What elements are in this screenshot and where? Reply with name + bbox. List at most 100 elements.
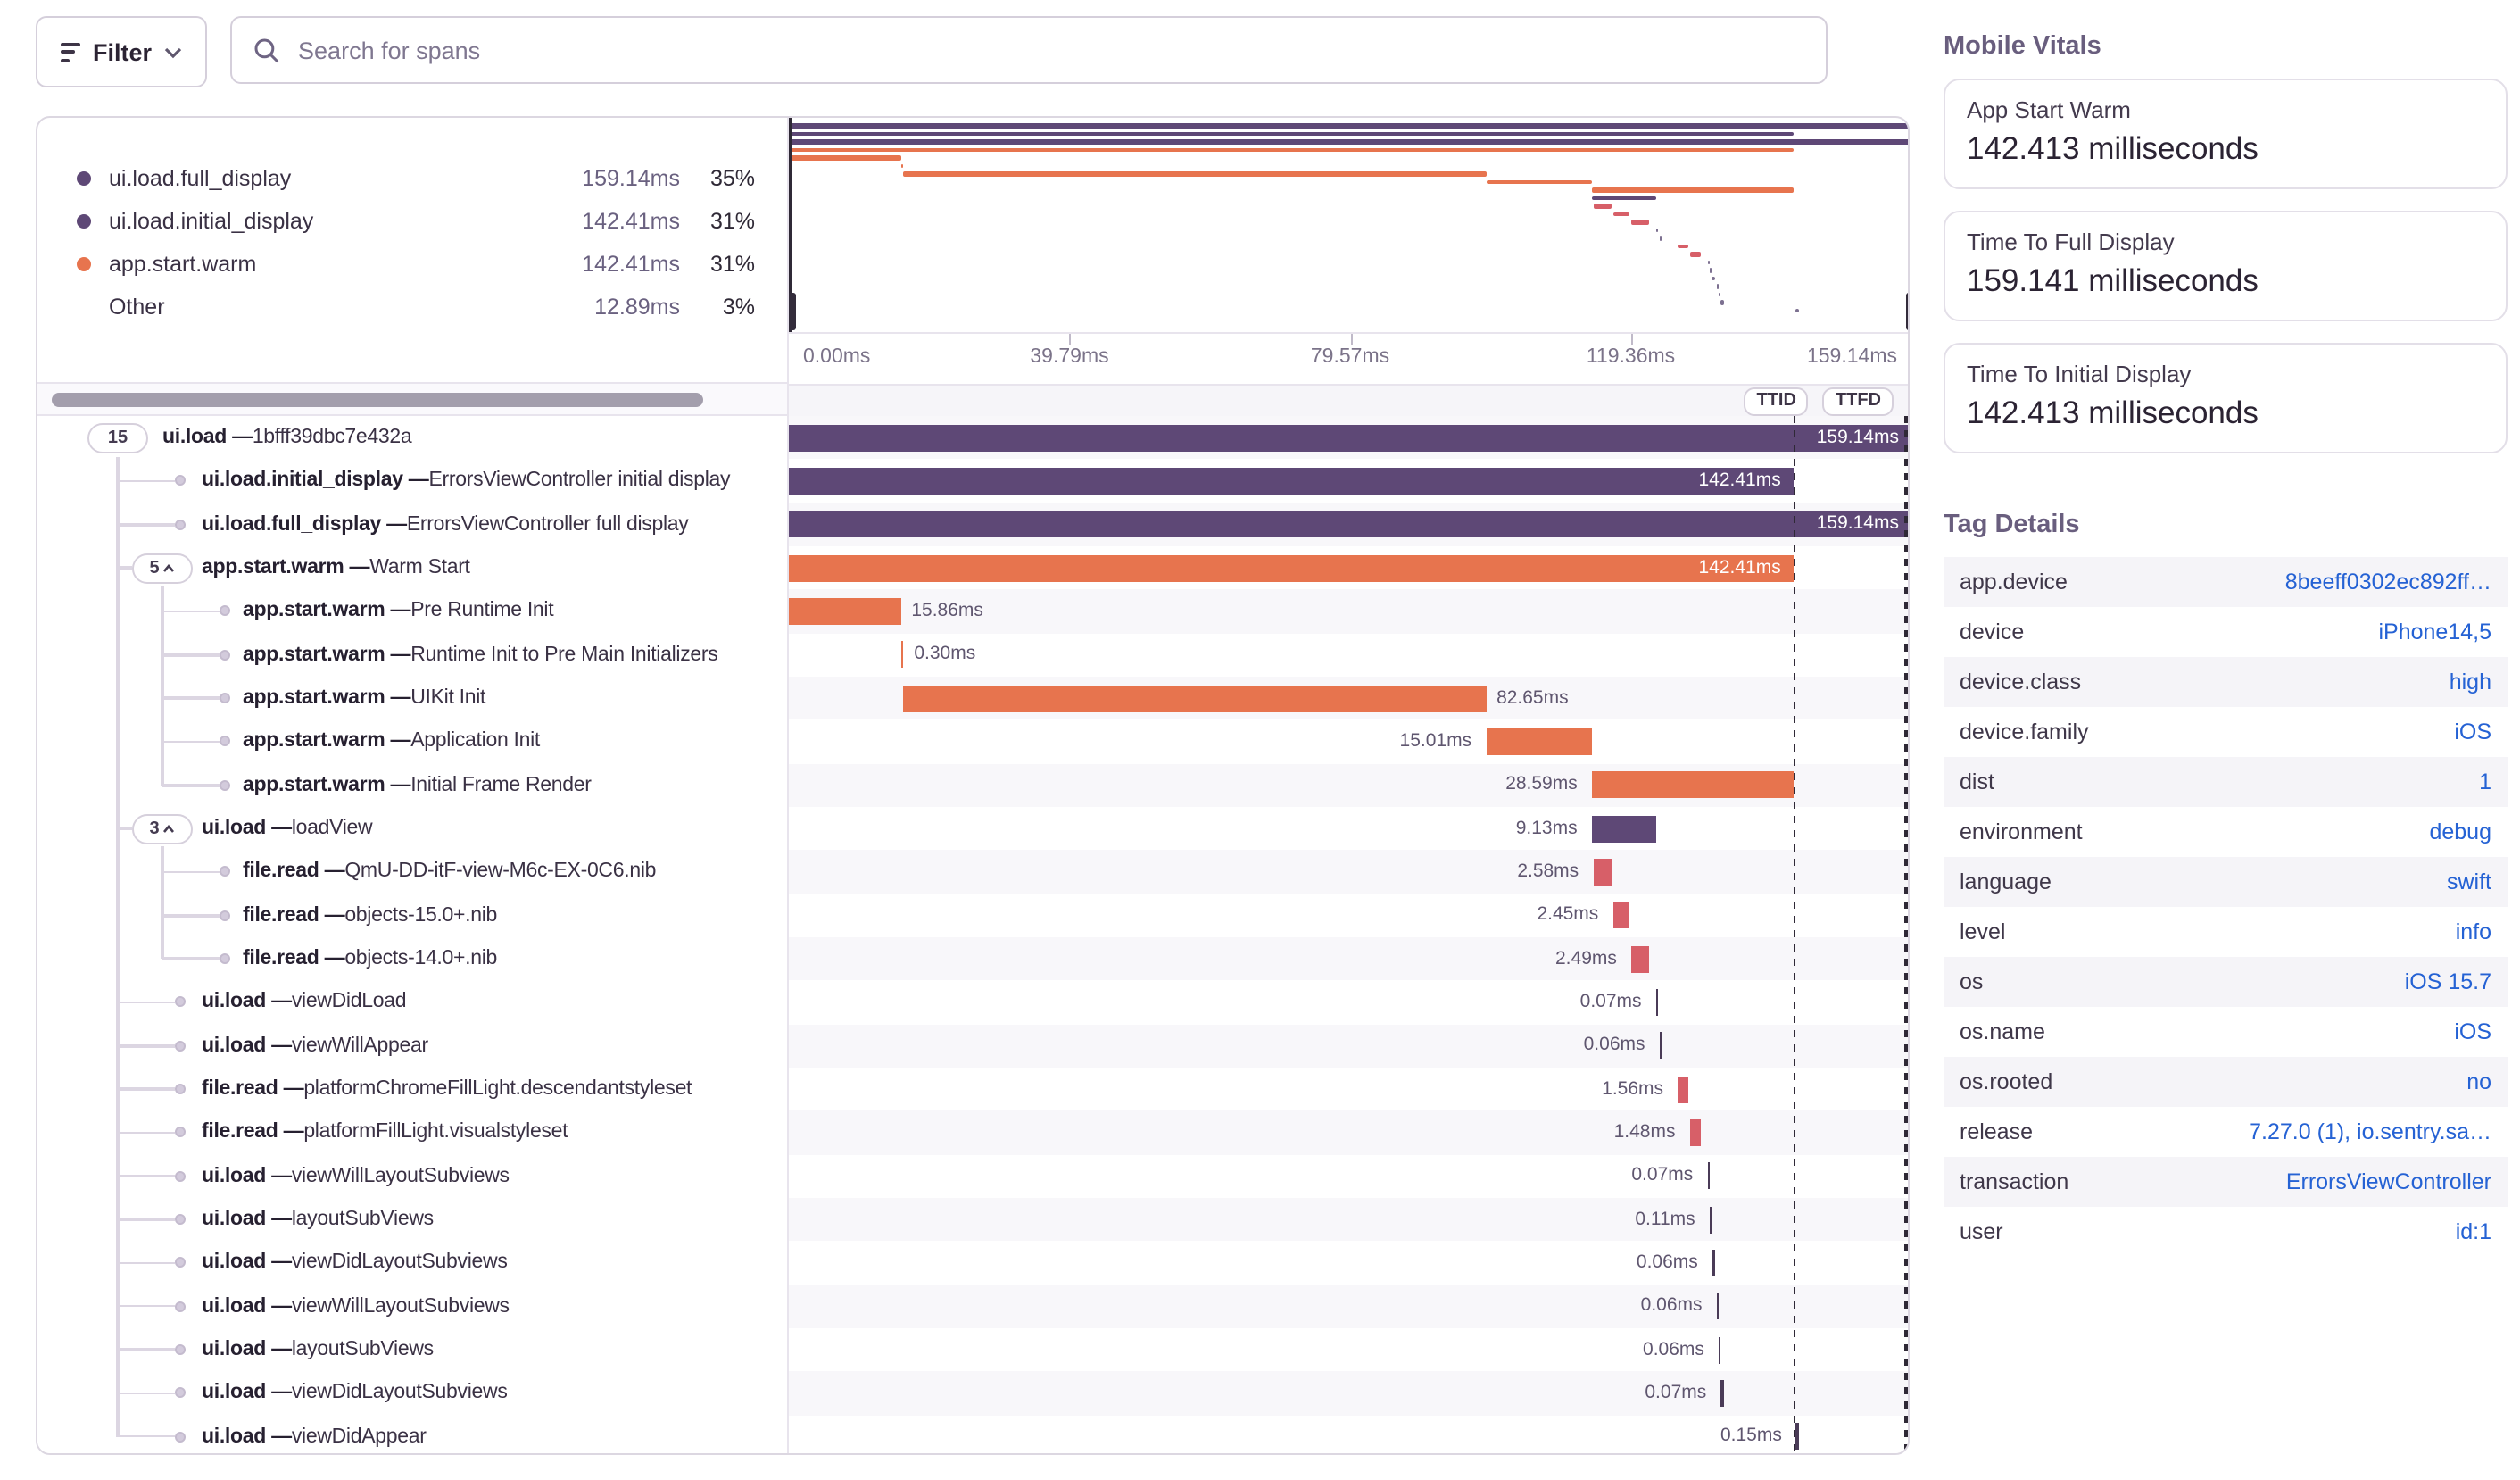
span-row[interactable]: 15 ui.load — 1bfff39dbc7e432a 159.14ms [37, 416, 1908, 460]
span-row[interactable]: ui.load.initial_display — ErrorsViewCont… [37, 459, 1908, 503]
span-duration-bar[interactable] [1716, 1293, 1720, 1320]
span-bar-cell[interactable]: 0.07ms [789, 1371, 1908, 1416]
span-count-badge[interactable]: 3 [132, 813, 193, 844]
span-bar-cell[interactable]: 0.07ms [789, 1154, 1908, 1198]
span-tree-cell[interactable]: app.start.warm — Runtime Init to Pre Mai… [37, 633, 789, 677]
span-row[interactable]: ui.load.full_display — ErrorsViewControl… [37, 503, 1908, 546]
span-bar-cell[interactable]: 0.06ms [789, 1024, 1908, 1068]
span-duration-bar[interactable] [1591, 815, 1656, 843]
span-tree-cell[interactable]: 15 ui.load — 1bfff39dbc7e432a [37, 416, 789, 460]
span-bar-cell[interactable]: 15.01ms [789, 719, 1908, 764]
span-tree-cell[interactable]: app.start.warm — Pre Runtime Init [37, 589, 789, 634]
span-duration-bar[interactable] [1593, 858, 1612, 886]
span-tree-cell[interactable]: ui.load — viewWillLayoutSubviews [37, 1154, 789, 1198]
span-duration-bar[interactable] [1612, 902, 1630, 929]
span-tree-cell[interactable]: 3 ui.load — loadView [37, 806, 789, 851]
span-tree-cell[interactable]: file.read — platformFillLight.visualstyl… [37, 1110, 789, 1155]
span-bar-cell[interactable]: 142.41ms [789, 545, 1908, 590]
span-count-badge[interactable]: 5 [132, 553, 193, 584]
tag-value-link[interactable]: 1 [2479, 769, 2491, 794]
tag-value-link[interactable]: 7.27.0 (1), io.sentry.sa… [2249, 1119, 2491, 1144]
span-bar-cell[interactable]: 0.06ms [789, 1241, 1908, 1285]
span-bar-cell[interactable]: 9.13ms [789, 806, 1908, 851]
span-bar-cell[interactable]: 0.15ms [789, 1415, 1908, 1453]
span-row[interactable]: app.start.warm — Pre Runtime Init 15.86ms [37, 589, 1908, 634]
span-tree-cell[interactable]: ui.load — viewDidAppear [37, 1415, 789, 1453]
span-tree-cell[interactable]: file.read — QmU-DD-itF-view-M6c-EX-0C6.n… [37, 850, 789, 894]
span-bar-cell[interactable]: 0.06ms [789, 1285, 1908, 1328]
tag-value-link[interactable]: iOS 15.7 [2404, 969, 2491, 994]
tag-value-link[interactable]: iOS [2454, 719, 2491, 744]
tag-value-link[interactable]: iOS [2454, 1019, 2491, 1044]
span-tree-cell[interactable]: app.start.warm — Initial Frame Render [37, 763, 789, 807]
span-row[interactable]: file.read — platformFillLight.visualstyl… [37, 1110, 1908, 1155]
span-row[interactable]: app.start.warm — Initial Frame Render 28.… [37, 763, 1908, 807]
span-row[interactable]: 3 ui.load — loadView 9.13ms [37, 806, 1908, 851]
span-row[interactable]: app.start.warm — Application Init 15.01ms [37, 719, 1908, 764]
span-bar-cell[interactable]: 82.65ms [789, 676, 1908, 720]
span-duration-bar[interactable] [789, 468, 1794, 495]
span-row[interactable]: ui.load — viewWillLayoutSubviews 0.06ms [37, 1285, 1908, 1328]
span-row[interactable]: ui.load — viewWillAppear 0.06ms [37, 1024, 1908, 1068]
span-row[interactable]: app.start.warm — UIKit Init 82.65ms [37, 676, 1908, 720]
span-duration-bar[interactable] [1486, 728, 1592, 755]
tag-value-link[interactable]: no [2466, 1069, 2491, 1094]
span-duration-bar[interactable] [900, 641, 904, 669]
span-row[interactable]: ui.load — layoutSubViews 0.11ms [37, 1197, 1908, 1242]
span-duration-bar[interactable] [1591, 771, 1794, 799]
span-bar-cell[interactable]: 2.49ms [789, 936, 1908, 981]
span-duration-bar[interactable] [1678, 1076, 1689, 1103]
span-tree-cell[interactable]: app.start.warm — UIKit Init [37, 676, 789, 720]
tag-value-link[interactable]: iPhone14,5 [2378, 619, 2491, 644]
tag-value-link[interactable]: ErrorsViewController [2285, 1169, 2491, 1194]
span-duration-bar[interactable] [1630, 945, 1649, 973]
span-duration-bar[interactable] [1709, 1206, 1712, 1234]
span-tree-cell[interactable]: ui.load — viewWillLayoutSubviews [37, 1285, 789, 1328]
span-row[interactable]: ui.load — viewDidLoad 0.07ms [37, 980, 1908, 1025]
span-bar-cell[interactable]: 1.48ms [789, 1110, 1908, 1155]
span-bar-cell[interactable]: 28.59ms [789, 763, 1908, 807]
tag-value-link[interactable]: high [2449, 669, 2491, 694]
span-tree-cell[interactable]: ui.load — viewWillAppear [37, 1024, 789, 1068]
ttfd-marker-pill[interactable]: TTFD [1822, 387, 1894, 415]
span-duration-bar[interactable] [1718, 1336, 1721, 1364]
span-duration-bar[interactable] [1712, 1249, 1715, 1276]
span-tree-cell[interactable]: file.read — platformChromeFillLight.desc… [37, 1067, 789, 1111]
span-duration-bar[interactable] [1689, 1118, 1701, 1146]
span-row[interactable]: file.read — objects-14.0+.nib 2.49ms [37, 936, 1908, 981]
span-bar-cell[interactable]: 0.30ms [789, 633, 1908, 677]
span-tree-cell[interactable]: ui.load.full_display — ErrorsViewControl… [37, 503, 789, 546]
span-tree-cell[interactable]: ui.load.initial_display — ErrorsViewCont… [37, 459, 789, 503]
span-bar-cell[interactable]: 0.07ms [789, 980, 1908, 1025]
span-row[interactable]: ui.load — viewWillLayoutSubviews 0.07ms [37, 1154, 1908, 1198]
span-bar-cell[interactable]: 15.86ms [789, 589, 1908, 634]
span-tree-cell[interactable]: 5 app.start.warm — Warm Start [37, 545, 789, 590]
span-duration-bar[interactable] [1720, 1379, 1724, 1407]
span-row[interactable]: file.read — objects-15.0+.nib 2.45ms [37, 894, 1908, 937]
span-duration-bar[interactable] [1655, 988, 1659, 1016]
span-duration-bar[interactable] [789, 598, 901, 625]
span-bar-cell[interactable]: 159.14ms [789, 503, 1908, 546]
filter-button[interactable]: Filter [36, 16, 208, 87]
span-tree-cell[interactable]: app.start.warm — Application Init [37, 719, 789, 764]
span-tree-cell[interactable]: file.read — objects-15.0+.nib [37, 894, 789, 937]
span-count-badge[interactable]: 15 [87, 422, 148, 453]
span-tree-cell[interactable]: ui.load — viewDidLayoutSubviews [37, 1371, 789, 1416]
ttid-marker-pill[interactable]: TTID [1744, 387, 1809, 415]
span-bar-cell[interactable]: 142.41ms [789, 459, 1908, 503]
span-row[interactable]: ui.load — viewDidLayoutSubviews 0.07ms [37, 1371, 1908, 1416]
span-row[interactable]: ui.load — viewDidLayoutSubviews 0.06ms [37, 1241, 1908, 1285]
span-row[interactable]: ui.load — layoutSubViews 0.06ms [37, 1327, 1908, 1372]
span-duration-bar[interactable] [902, 685, 1487, 712]
span-duration-bar[interactable] [789, 424, 1908, 452]
span-duration-bar[interactable] [789, 511, 1908, 538]
span-bar-cell[interactable]: 0.06ms [789, 1327, 1908, 1372]
span-duration-bar[interactable] [789, 554, 1794, 582]
span-row[interactable]: app.start.warm — Runtime Init to Pre Mai… [37, 633, 1908, 677]
tag-value-link[interactable]: info [2455, 919, 2491, 944]
span-tree-cell[interactable]: ui.load — layoutSubViews [37, 1327, 789, 1372]
span-bar-cell[interactable]: 2.58ms [789, 850, 1908, 894]
trace-minimap[interactable] [789, 118, 1908, 332]
span-row[interactable]: file.read — QmU-DD-itF-view-M6c-EX-0C6.n… [37, 850, 1908, 894]
tag-value-link[interactable]: 8beeff0302ec892ff… [2284, 570, 2491, 594]
